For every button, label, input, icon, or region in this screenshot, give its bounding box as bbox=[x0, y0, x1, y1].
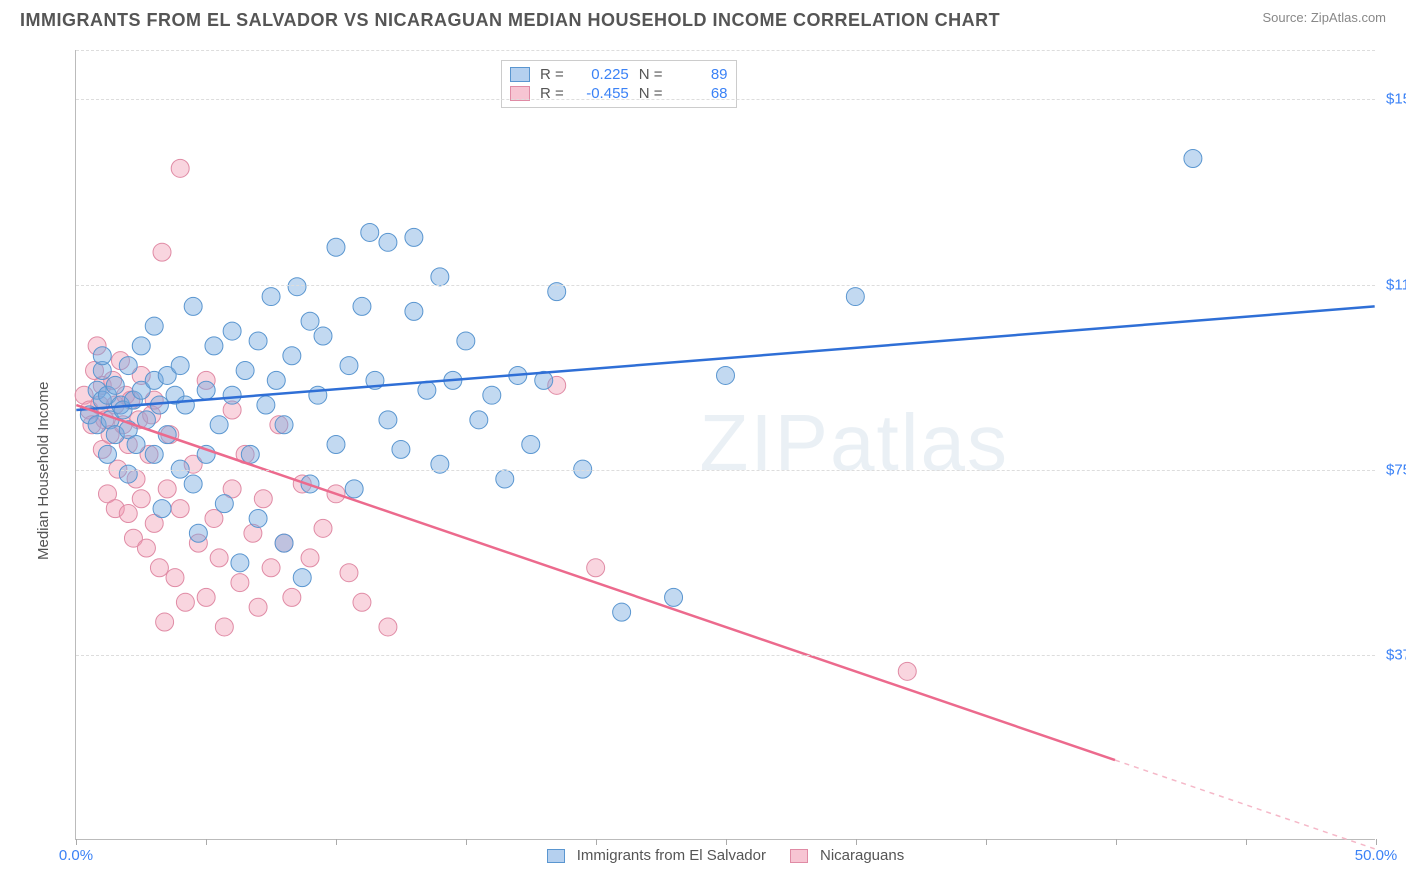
trend-line bbox=[76, 306, 1374, 410]
x-tick bbox=[206, 839, 207, 845]
legend-swatch bbox=[790, 849, 808, 863]
gridline bbox=[76, 470, 1375, 471]
y-tick-label: $150,000 bbox=[1386, 91, 1406, 108]
y-axis-label: Median Household Income bbox=[35, 382, 52, 560]
legend-row: R = 0.225 N = 89 bbox=[510, 65, 728, 84]
x-tick-label: 0.0% bbox=[59, 847, 93, 864]
x-tick bbox=[986, 839, 987, 845]
x-tick-label: 50.0% bbox=[1355, 847, 1398, 864]
legend-correlation: R = 0.225 N = 89 R = -0.455 N = 68 bbox=[501, 60, 737, 108]
legend-swatch bbox=[547, 849, 565, 863]
x-tick bbox=[726, 839, 727, 845]
chart-container: IMMIGRANTS FROM EL SALVADOR VS NICARAGUA… bbox=[0, 0, 1406, 892]
legend-series: Immigrants from El Salvador Nicaraguans bbox=[76, 847, 1375, 864]
y-tick-label: $75,000 bbox=[1386, 461, 1406, 478]
legend-item: Nicaraguans bbox=[784, 847, 910, 864]
gridline bbox=[76, 655, 1375, 656]
legend-n-label: N = bbox=[639, 66, 663, 83]
x-tick bbox=[466, 839, 467, 845]
plot-region: ZIPatlas R = 0.225 N = 89 R = -0.455 N =… bbox=[75, 50, 1375, 840]
legend-label: Nicaraguans bbox=[820, 847, 904, 864]
trend-layer bbox=[76, 50, 1375, 839]
legend-r-value: 0.225 bbox=[574, 66, 629, 83]
x-tick bbox=[1376, 839, 1377, 845]
y-tick-label: $112,500 bbox=[1386, 276, 1406, 293]
x-tick bbox=[1246, 839, 1247, 845]
trend-line bbox=[1115, 760, 1375, 849]
legend-item: Immigrants from El Salvador bbox=[541, 847, 772, 864]
chart-area: Median Household Income ZIPatlas R = 0.2… bbox=[20, 40, 1386, 872]
gridline bbox=[76, 285, 1375, 286]
x-tick bbox=[76, 839, 77, 845]
legend-r-label: R = bbox=[540, 66, 564, 83]
x-tick bbox=[856, 839, 857, 845]
legend-n-value: 89 bbox=[673, 66, 728, 83]
x-tick bbox=[336, 839, 337, 845]
x-tick bbox=[596, 839, 597, 845]
legend-swatch bbox=[510, 67, 530, 82]
gridline bbox=[76, 99, 1375, 100]
trend-line bbox=[76, 405, 1115, 760]
header: IMMIGRANTS FROM EL SALVADOR VS NICARAGUA… bbox=[0, 0, 1406, 31]
chart-title: IMMIGRANTS FROM EL SALVADOR VS NICARAGUA… bbox=[20, 10, 1000, 31]
x-tick bbox=[1116, 839, 1117, 845]
source-label: Source: ZipAtlas.com bbox=[1262, 10, 1386, 25]
gridline bbox=[76, 50, 1375, 51]
legend-label: Immigrants from El Salvador bbox=[577, 847, 766, 864]
y-tick-label: $37,500 bbox=[1386, 646, 1406, 663]
